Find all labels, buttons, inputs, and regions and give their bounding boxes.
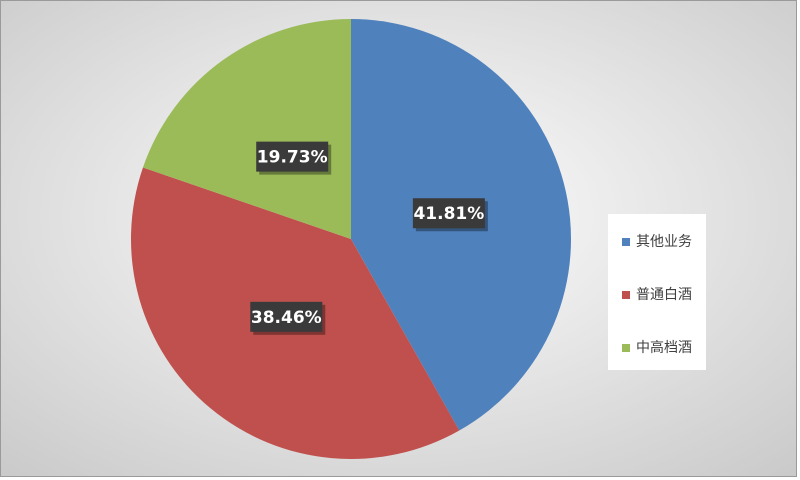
data-label-box [412,198,485,229]
legend-swatch [622,238,630,246]
data-label-box [250,301,323,332]
legend-swatch [622,344,630,352]
data-label: 38.46% [251,308,322,328]
legend-swatch [622,291,630,299]
legend-label: 其他业务 [636,234,692,250]
legend-label: 普通白酒 [636,287,692,303]
legend-label: 中高档酒 [636,339,692,356]
pie [131,19,571,459]
data-labels: 41.81% 38.46% 19.73% [250,141,488,335]
data-label-box [256,141,329,172]
data-label: 41.81% [413,204,484,224]
data-label: 19.73% [257,148,328,168]
pie-slice [142,19,351,239]
